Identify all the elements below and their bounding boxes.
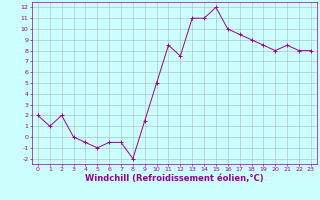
X-axis label: Windchill (Refroidissement éolien,°C): Windchill (Refroidissement éolien,°C) xyxy=(85,174,264,183)
